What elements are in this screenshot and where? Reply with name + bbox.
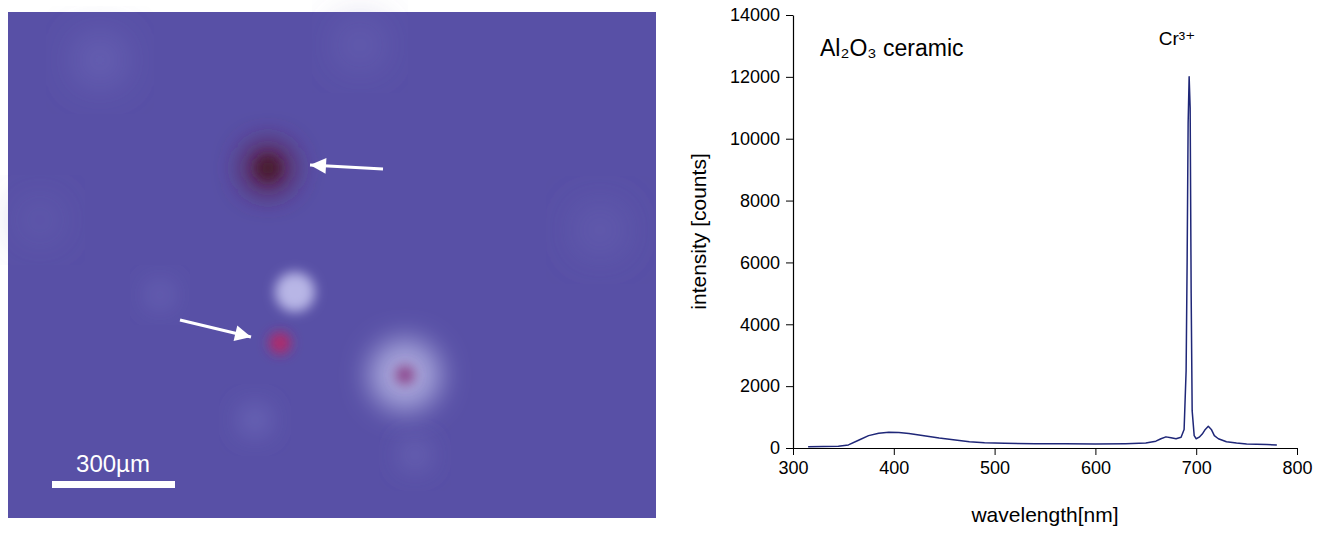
y-tick-mark (786, 324, 793, 325)
y-axis-line (793, 16, 794, 449)
micrograph-background (8, 12, 656, 518)
x-axis-line (794, 448, 1298, 449)
particle-spot (242, 142, 294, 194)
x-tick-label: 800 (1282, 458, 1312, 478)
particle-spot (256, 156, 280, 180)
particle-spot (275, 272, 315, 312)
particle-spot (25, 205, 55, 235)
x-tick: 800 (1282, 448, 1312, 478)
y-tick: 6000 (740, 253, 793, 273)
x-tick: 300 (778, 448, 808, 478)
scale-bar-label: 300µm (76, 450, 150, 477)
y-tick: 4000 (740, 315, 793, 335)
x-tick-mark (1196, 448, 1197, 455)
y-tick: 2000 (740, 376, 793, 396)
y-tick: 0 (770, 438, 793, 458)
x-tick-label: 700 (1182, 458, 1212, 478)
particle-spot (395, 365, 415, 385)
plot-area (808, 77, 1277, 447)
y-tick-label: 12000 (730, 67, 780, 87)
x-tick-label: 600 (1081, 458, 1111, 478)
x-axis: 300 400 500 600 700 800 (778, 448, 1312, 478)
x-tick: 500 (980, 448, 1010, 478)
x-tick-label: 400 (879, 458, 909, 478)
x-tick-label: 500 (980, 458, 1010, 478)
particle-spot (369, 339, 441, 411)
arrow (180, 320, 251, 341)
y-tick-label: 4000 (740, 315, 780, 335)
y-tick: 14000 (730, 5, 793, 25)
y-tick: 8000 (740, 191, 793, 211)
y-tick: 10000 (730, 129, 793, 149)
particle-spot (269, 332, 291, 354)
arrow (310, 158, 383, 174)
x-tick: 400 (879, 448, 909, 478)
y-tick-label: 6000 (740, 253, 780, 273)
y-tick-label: 2000 (740, 376, 780, 396)
particle-spot (344, 29, 376, 61)
spectrum-line (808, 77, 1277, 447)
particle-spot (582, 212, 618, 248)
y-tick-mark (786, 262, 793, 263)
x-tick-mark (1297, 448, 1298, 455)
arrow-head (310, 158, 326, 174)
particle-spot (403, 443, 427, 467)
sample-label: Al₂O₃ ceramic (820, 35, 964, 61)
figure: 300µm30040050060070080002000400060008000… (0, 0, 1320, 538)
particle-spot (243, 408, 267, 432)
x-tick-mark (894, 448, 895, 455)
particle-spot (150, 285, 170, 305)
y-tick-label: 8000 (740, 191, 780, 211)
y-tick-mark (786, 448, 793, 449)
x-tick-mark (793, 448, 794, 455)
spectrum-chart: 3004005006007008000200040006000800010000… (687, 5, 1313, 526)
arrow-head (234, 325, 251, 341)
y-tick-label: 0 (770, 438, 780, 458)
peak-label: Cr³⁺ (1159, 28, 1195, 49)
x-axis-title: wavelength[nm] (970, 503, 1118, 526)
x-tick-label: 300 (778, 458, 808, 478)
x-tick-mark (995, 448, 996, 455)
y-tick-mark (786, 77, 793, 78)
micrograph: 300µm (8, 12, 656, 518)
x-tick: 600 (1081, 448, 1111, 478)
y-tick-mark (786, 15, 793, 16)
y-tick-mark (786, 139, 793, 140)
y-tick: 12000 (730, 67, 793, 87)
x-tick: 700 (1182, 448, 1212, 478)
y-tick-label: 10000 (730, 129, 780, 149)
y-tick-mark (786, 386, 793, 387)
particle-spot (82, 42, 118, 78)
y-tick-label: 14000 (730, 5, 780, 25)
y-axis: 0 2000 4000 6000 8000 10000 12000 14000 (730, 5, 794, 458)
y-tick-mark (786, 201, 793, 202)
x-tick-mark (1095, 448, 1096, 455)
y-axis-title: intensity [counts] (687, 153, 710, 309)
scale-bar (52, 481, 175, 488)
